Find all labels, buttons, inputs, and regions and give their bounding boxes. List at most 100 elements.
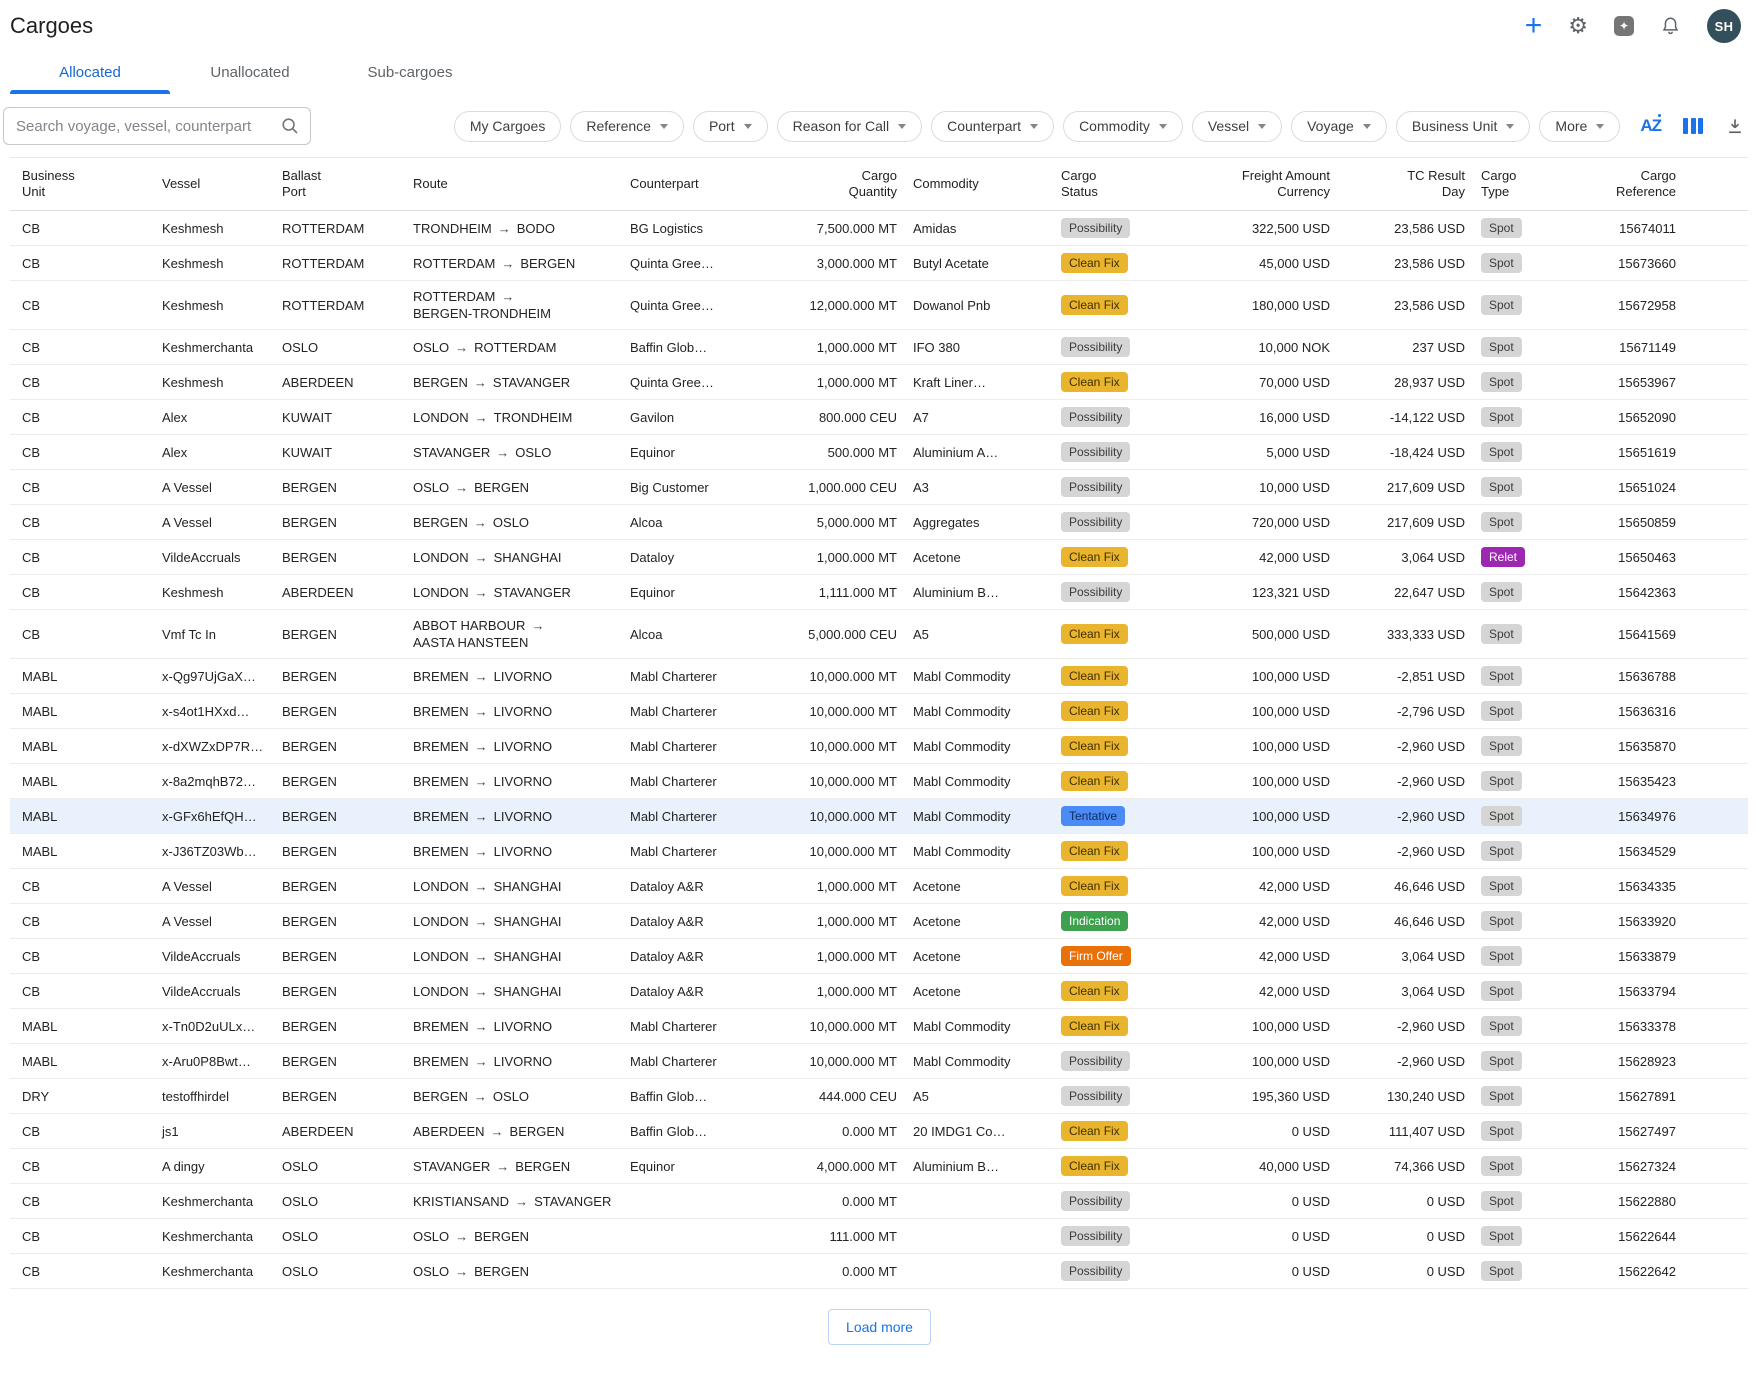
col-header-tc-result-day[interactable]: TC Result Day bbox=[1338, 157, 1473, 211]
table-row[interactable]: CB VildeAccruals BERGEN LONDON → SHANGHAI Data… bbox=[10, 973, 1748, 1009]
cargo-type-badge: Spot bbox=[1481, 477, 1522, 497]
user-avatar[interactable]: SH bbox=[1707, 9, 1741, 43]
table-row[interactable]: CB A Vessel BERGEN BERGEN → OSLO Alcoa 5,000.00… bbox=[10, 504, 1748, 540]
table-row[interactable]: CB Keshmerchanta OSLO KRISTIANSAND → STAVANGE… bbox=[10, 1183, 1748, 1219]
filter-chip-counterpart[interactable]: Counterpart bbox=[931, 110, 1055, 142]
table-row[interactable]: MABL x-dXWZxDP7R… BERGEN BREMEN → LIVORNO Mabl… bbox=[10, 728, 1748, 764]
col-header-cargo-type[interactable]: Cargo Type bbox=[1473, 157, 1568, 211]
table-row[interactable]: CB Keshmerchanta OSLO OSLO → ROTTERDAM Baffin … bbox=[10, 329, 1748, 365]
cell-commodity: Aluminium A… bbox=[905, 434, 1053, 470]
table-row[interactable]: MABL x-s4ot1HXxd… BERGEN BREMEN → LIVORNO Mabl… bbox=[10, 693, 1748, 729]
table-row[interactable]: MABL x-Tn0D2uULx… BERGEN BREMEN → LIVORNO Mabl… bbox=[10, 1008, 1748, 1044]
cell-route: BREMEN → LIVORNO bbox=[405, 693, 622, 729]
cell-freight-amount: 100,000 USD bbox=[1193, 693, 1338, 729]
cell-cargo-type: Spot bbox=[1473, 833, 1568, 869]
chevron-down-icon bbox=[898, 123, 907, 129]
cell-commodity: Mabl Commodity bbox=[905, 693, 1053, 729]
cell-vessel: Alex bbox=[154, 399, 274, 435]
cell-freight-amount: 0 USD bbox=[1193, 1253, 1338, 1289]
download-button[interactable] bbox=[1725, 116, 1745, 136]
table-row[interactable]: CB Keshmerchanta OSLO OSLO → BERGEN 111.000 MT… bbox=[10, 1218, 1748, 1254]
filter-chip-port[interactable]: Port bbox=[692, 110, 768, 142]
table-row[interactable]: MABL x-J36TZ03Wb… BERGEN BREMEN → LIVORNO Mabl… bbox=[10, 833, 1748, 869]
cell-cargo-reference: 15650859 bbox=[1568, 504, 1748, 540]
settings-button[interactable]: ⚙ bbox=[1568, 15, 1588, 37]
cell-cargo-type: Spot bbox=[1473, 658, 1568, 694]
cell-tc-result: 237 USD bbox=[1338, 329, 1473, 365]
filter-chip-commodity[interactable]: Commodity bbox=[1063, 110, 1183, 142]
table-row[interactable]: CB VildeAccruals BERGEN LONDON → SHANGHAI Data… bbox=[10, 938, 1748, 974]
cell-cargo-reference: 15633794 bbox=[1568, 973, 1748, 1009]
cell-vessel: A Vessel bbox=[154, 868, 274, 904]
col-header-business-unit[interactable]: Business Unit bbox=[10, 157, 154, 211]
filter-chip-reason-for-call[interactable]: Reason for Call bbox=[776, 110, 923, 142]
cell-cargo-status: Clean Fix bbox=[1053, 1148, 1193, 1184]
add-button[interactable]: + bbox=[1525, 11, 1543, 41]
table-row[interactable]: CB Vmf Tc In BERGEN ABBOT HARBOUR → AASTA HAN… bbox=[10, 609, 1748, 659]
cell-commodity: Acetone bbox=[905, 903, 1053, 939]
tab-sub-cargoes[interactable]: Sub-cargoes bbox=[367, 64, 453, 81]
table-row[interactable]: CB Alex KUWAIT LONDON → TRONDHEIM Gavilon 800.0… bbox=[10, 399, 1748, 435]
table-row[interactable]: MABL x-Qg97UjGaX… BERGEN BREMEN → LIVORNO Mabl… bbox=[10, 658, 1748, 694]
table-row[interactable]: CB Alex KUWAIT STAVANGER → OSLO Equinor 500.000… bbox=[10, 434, 1748, 470]
cell-cargo-quantity: 1,000.000 MT bbox=[787, 938, 905, 974]
col-header-freight-amount-currency[interactable]: Freight Amount Currency bbox=[1193, 157, 1338, 211]
cell-ballast-port: OSLO bbox=[274, 329, 405, 365]
col-header-route[interactable]: Route bbox=[405, 157, 622, 211]
route-arrow-icon: → bbox=[474, 584, 488, 600]
col-header-cargo-quantity[interactable]: Cargo Quantity bbox=[787, 157, 905, 211]
cell-counterpart: Dataloy A&R bbox=[622, 938, 787, 974]
tab-allocated[interactable]: Allocated bbox=[10, 54, 170, 94]
load-more-button[interactable]: Load more bbox=[828, 1309, 931, 1345]
cell-ballast-port: OSLO bbox=[274, 1183, 405, 1219]
filter-chip-vessel[interactable]: Vessel bbox=[1191, 110, 1283, 142]
col-header-ballast-port[interactable]: Ballast Port bbox=[274, 157, 405, 211]
filter-chip-reference[interactable]: Reference bbox=[570, 110, 684, 142]
cell-route: LONDON → TRONDHEIM bbox=[405, 399, 622, 435]
table-row[interactable]: DRY testoffhirdel BERGEN BERGEN → OSLO Baffin … bbox=[10, 1078, 1748, 1114]
cell-route: OSLO → ROTTERDAM bbox=[405, 329, 622, 365]
cell-commodity bbox=[905, 1218, 1053, 1254]
cell-cargo-reference: 15653967 bbox=[1568, 364, 1748, 400]
columns-icon[interactable] bbox=[1683, 118, 1703, 134]
table-row[interactable]: CB js1 ABERDEEN ABERDEEN → BERGEN Baffin Glob…… bbox=[10, 1113, 1748, 1149]
table-row[interactable]: CB Keshmesh ROTTERDAM ROTTERDAM → BERGEN-TRON… bbox=[10, 280, 1748, 330]
table-row[interactable]: CB Keshmesh ROTTERDAM ROTTERDAM → BERGEN Quint… bbox=[10, 245, 1748, 281]
table-row[interactable]: CB A Vessel BERGEN LONDON → SHANGHAI Dataloy A… bbox=[10, 868, 1748, 904]
table-row[interactable]: CB Keshmerchanta OSLO OSLO → BERGEN 0.000 MT Po… bbox=[10, 1253, 1748, 1289]
table-row[interactable]: CB A dingy OSLO STAVANGER → BERGEN Equinor 4,00… bbox=[10, 1148, 1748, 1184]
table-row[interactable]: CB Keshmesh ABERDEEN BERGEN → STAVANGER Quinta… bbox=[10, 364, 1748, 400]
cell-route: ABBOT HARBOUR → AASTA HANSTEEN bbox=[405, 609, 622, 659]
col-header-cargo-reference[interactable]: Cargo Reference bbox=[1568, 157, 1748, 211]
col-header-commodity[interactable]: Commodity bbox=[905, 157, 1053, 211]
whats-new-button[interactable]: ✦ bbox=[1614, 16, 1634, 36]
table-row[interactable]: CB A Vessel BERGEN LONDON → SHANGHAI Dataloy A… bbox=[10, 903, 1748, 939]
table-row[interactable]: CB Keshmesh ROTTERDAM TRONDHEIM → BODO BG Logi… bbox=[10, 210, 1748, 246]
filter-chip-voyage[interactable]: Voyage bbox=[1291, 110, 1387, 142]
filter-chip-business-unit[interactable]: Business Unit bbox=[1395, 110, 1531, 142]
cell-route: BERGEN → STAVANGER bbox=[405, 364, 622, 400]
cell-commodity: Acetone bbox=[905, 868, 1053, 904]
filter-chip-my-cargoes[interactable]: My Cargoes bbox=[453, 110, 562, 142]
cargo-type-badge: Spot bbox=[1481, 582, 1522, 602]
table-row[interactable]: CB Keshmesh ABERDEEN LONDON → STAVANGER Equino… bbox=[10, 574, 1748, 610]
notifications-button[interactable] bbox=[1660, 15, 1681, 37]
cell-cargo-status: Clean Fix bbox=[1053, 1113, 1193, 1149]
table-row[interactable]: CB A Vessel BERGEN OSLO → BERGEN Big Customer 1… bbox=[10, 469, 1748, 505]
cargo-status-badge: Clean Fix bbox=[1061, 736, 1128, 756]
table-row[interactable]: CB VildeAccruals BERGEN LONDON → SHANGHAI Data… bbox=[10, 539, 1748, 575]
cell-freight-amount: 16,000 USD bbox=[1193, 399, 1338, 435]
table-row[interactable]: MABL x-Aru0P8Bwt… BERGEN BREMEN → LIVORNO Mabl… bbox=[10, 1043, 1748, 1079]
col-header-vessel[interactable]: Vessel bbox=[154, 157, 274, 211]
table-row[interactable]: MABL x-8a2mqhB72… BERGEN BREMEN → LIVORNO Mabl… bbox=[10, 763, 1748, 799]
tab-unallocated[interactable]: Unallocated bbox=[210, 64, 290, 81]
filter-chip-more[interactable]: More bbox=[1539, 110, 1621, 142]
col-header-counterpart[interactable]: Counterpart bbox=[622, 157, 787, 211]
cell-cargo-type: Spot bbox=[1473, 798, 1568, 834]
cargo-type-badge: Spot bbox=[1481, 624, 1522, 644]
chip-label: More bbox=[1555, 118, 1588, 134]
search-input[interactable] bbox=[3, 107, 311, 145]
col-header-cargo-status[interactable]: Cargo Status bbox=[1053, 157, 1193, 211]
table-row[interactable]: MABL x-GFx6hEfQH… BERGEN BREMEN → LIVORNO Mabl… bbox=[10, 798, 1748, 834]
